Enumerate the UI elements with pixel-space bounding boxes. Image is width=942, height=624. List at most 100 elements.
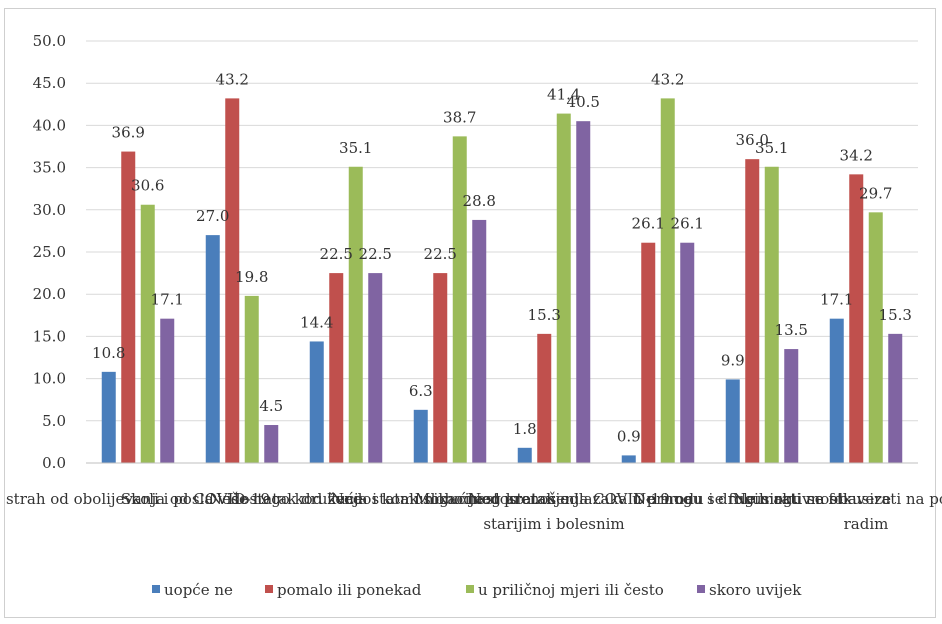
data-label: 1.8	[513, 420, 537, 438]
bar	[621, 455, 636, 463]
y-axis: 0.0 5.0 10.0 15.0 20.0 25.0 30.0 35.0 40.0 45.0 50…	[33, 32, 66, 472]
legend: uopće ne pomalo ili ponekad u priličnoj mj…	[152, 581, 802, 599]
data-label: 28.8	[463, 192, 496, 210]
bar	[452, 136, 467, 463]
y-tick-label: 5.0	[42, 412, 66, 430]
bar	[660, 98, 675, 463]
data-label: 36.0	[736, 131, 769, 149]
y-tick-label: 15.0	[33, 327, 66, 345]
x-tick-label: Nedostatak slobodnog kretanja	[331, 490, 569, 508]
data-label: 26.1	[671, 215, 704, 233]
data-label: 35.1	[755, 139, 788, 157]
legend-label: uopće ne	[164, 581, 233, 599]
bar	[517, 447, 532, 463]
legend-label: pomalo ili ponekad	[277, 581, 422, 599]
data-label: 0.9	[617, 427, 641, 445]
y-tick-label: 0.0	[42, 454, 66, 472]
data-label: 43.2	[216, 70, 249, 88]
legend-label: u priličnoj mjeri ili često	[478, 581, 664, 599]
bar	[205, 235, 220, 463]
bar	[537, 333, 552, 463]
x-tick-label: strah od obolijevanja od COVID-19	[6, 490, 270, 508]
x-tick-label: Mogućnost prenošenja COVID-19 na	[415, 490, 693, 508]
bar	[829, 318, 844, 463]
data-label: 10.8	[92, 344, 125, 362]
data-label: 17.1	[820, 291, 853, 309]
y-tick-label: 40.0	[33, 116, 66, 134]
bar	[329, 273, 344, 463]
bar	[140, 204, 155, 463]
x-tick-label: Nedostatak druženja i komunikacije	[209, 490, 483, 508]
bar	[556, 113, 571, 464]
data-label: 43.2	[651, 70, 684, 88]
bar	[121, 151, 136, 463]
bar	[244, 295, 259, 463]
legend-swatch	[265, 585, 273, 593]
data-label: 41.4	[547, 86, 580, 104]
data-label: 22.5	[424, 245, 457, 263]
data-label: 27.0	[196, 207, 229, 225]
data-label: 26.1	[632, 215, 665, 233]
legend-swatch	[466, 585, 474, 593]
data-label: 30.6	[131, 177, 164, 195]
y-tick-label: 30.0	[33, 201, 66, 219]
legend-swatch	[697, 585, 705, 593]
data-label: 19.8	[235, 268, 268, 286]
bar	[348, 166, 363, 464]
bar	[849, 174, 864, 464]
x-tick-label: Ne mogu se fokusirati na obaveze	[633, 490, 891, 508]
bar	[413, 409, 428, 463]
bar	[868, 212, 883, 463]
data-label: 15.3	[528, 306, 561, 324]
data-label: 40.5	[567, 93, 600, 111]
data-label: 17.1	[151, 291, 184, 309]
legend-label: skoro uvijek	[709, 581, 802, 599]
bar	[160, 318, 175, 463]
bar	[745, 159, 760, 463]
chart-frame	[4, 8, 936, 618]
data-label: 15.3	[879, 306, 912, 324]
data-label: 4.5	[259, 397, 283, 415]
x-tick-label: Nedostatak odlazaka u prirodu i drugih a…	[468, 490, 848, 508]
bar	[680, 242, 695, 463]
bar	[368, 273, 383, 463]
data-label: 13.5	[775, 321, 808, 339]
y-tick-label: 20.0	[33, 285, 66, 303]
y-tick-label: 35.0	[33, 159, 66, 177]
bar	[225, 98, 240, 463]
gridlines	[86, 40, 918, 422]
data-label: 38.7	[443, 108, 476, 126]
data-label: 29.7	[859, 184, 892, 202]
x-tick-label: radim	[844, 515, 889, 533]
bar	[784, 349, 799, 463]
bar	[309, 341, 324, 463]
y-tick-label: 25.0	[33, 243, 66, 261]
bar	[264, 425, 279, 463]
bar	[101, 371, 116, 463]
data-label: 35.1	[339, 139, 372, 157]
bar	[576, 121, 591, 464]
data-label: 6.3	[409, 382, 433, 400]
y-tick-label: 50.0	[33, 32, 66, 50]
bar	[433, 273, 448, 463]
data-label: 36.9	[112, 124, 145, 142]
bar	[641, 242, 656, 463]
legend-swatch	[152, 585, 160, 593]
bar	[725, 379, 740, 463]
data-label: 22.5	[359, 245, 392, 263]
data-label: 14.4	[300, 313, 333, 331]
bar	[764, 166, 779, 464]
x-tick-label: Ne mogu se fokusirati na posao jer	[733, 490, 942, 508]
data-label: 9.9	[721, 351, 745, 369]
data-label: 34.2	[840, 146, 873, 164]
y-tick-label: 10.0	[33, 370, 66, 388]
bar	[888, 333, 903, 463]
y-tick-label: 45.0	[33, 74, 66, 92]
data-labels: 10.8 36.9 30.6 17.1 27.0 43.2 19.8 4.5 14.4 22.5 3…	[92, 70, 912, 445]
x-tick-label: starijim i bolesnim	[483, 515, 624, 533]
bar	[472, 219, 487, 463]
data-label: 22.5	[320, 245, 353, 263]
x-tick-label: Skoli i posla više nego kod kuće	[121, 490, 363, 508]
